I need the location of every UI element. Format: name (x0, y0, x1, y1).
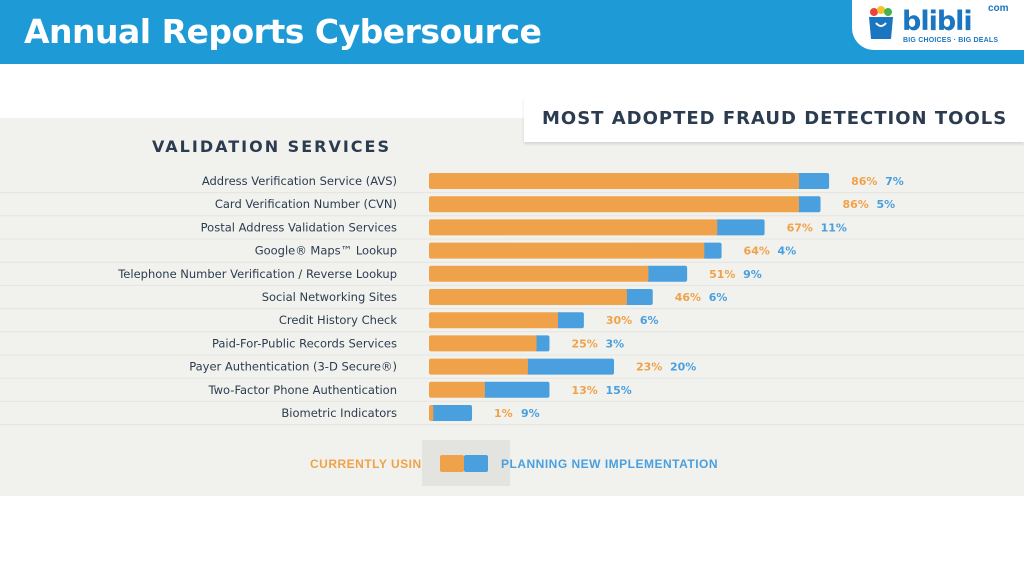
value-label-current: 13% (571, 384, 597, 397)
bar-current (429, 219, 718, 236)
legend-current-label: CURRENTLY USING (310, 457, 432, 471)
category-label: Biometric Indicators (281, 406, 397, 420)
value-label-current: 51% (709, 268, 735, 281)
legend-swatch-current (440, 455, 464, 472)
value-label-planning: 4% (778, 245, 797, 258)
bar-current (429, 312, 559, 329)
value-label-planning: 5% (877, 198, 896, 211)
bar-planning (797, 196, 821, 213)
bar-planning (797, 173, 830, 189)
category-label: Two-Factor Phone Authentication (208, 383, 397, 397)
slide-title: Annual Reports Cybersource (24, 12, 542, 51)
bar-current (429, 335, 537, 352)
bar-planning (431, 405, 473, 421)
bar-planning (702, 242, 722, 259)
category-label: Address Verification Service (AVS) (202, 174, 397, 188)
category-label: Social Networking Sites (262, 290, 397, 304)
bar-current (429, 289, 627, 305)
bar-planning (525, 358, 614, 375)
value-label-planning: 9% (521, 407, 540, 420)
chart-title: MOST ADOPTED FRAUD DETECTION TOOLS (542, 108, 1008, 129)
logo-tagline: BIG CHOICES · BIG DEALS (903, 37, 999, 44)
category-label: Telephone Number Verification / Reverse … (117, 267, 397, 281)
value-label-current: 23% (636, 361, 662, 374)
value-label-planning: 6% (640, 314, 659, 327)
bar-current (429, 196, 799, 213)
category-label: Payer Authentication (3-D Secure®) (189, 360, 397, 374)
bar-current (429, 405, 434, 421)
value-label-planning: 20% (670, 361, 696, 374)
category-label: Credit History Check (279, 313, 398, 327)
category-label: Card Verification Number (CVN) (215, 197, 397, 211)
bar-current (429, 381, 485, 398)
value-label-current: 86% (843, 198, 869, 211)
category-label: Paid-For-Public Records Services (212, 336, 397, 350)
brand-logo[interactable]: blibli com BIG CHOICES · BIG DEALS (852, 0, 1024, 50)
category-label: Postal Address Validation Services (201, 220, 397, 234)
value-label-current: 30% (606, 314, 632, 327)
logo-suffix: com (988, 3, 1009, 14)
value-label-planning: 15% (605, 384, 631, 397)
value-label-current: 67% (787, 221, 813, 234)
bar-planning (715, 219, 765, 236)
value-label-current: 1% (494, 407, 513, 420)
logo-wordmark: blibli (902, 6, 973, 37)
bar-current (429, 242, 705, 259)
bar-planning (482, 381, 550, 398)
value-label-current: 25% (571, 337, 597, 350)
value-label-current: 86% (851, 175, 877, 188)
value-label-planning: 6% (709, 291, 728, 304)
value-label-planning: 7% (885, 175, 904, 188)
value-label-planning: 9% (743, 268, 762, 281)
bar-current (429, 358, 528, 375)
bar-current (429, 265, 649, 282)
bar-planning (556, 312, 584, 329)
shopping-bag-icon (869, 6, 893, 39)
legend-swatch-planning (464, 455, 488, 472)
bar-planning (624, 289, 653, 305)
bar-current (429, 173, 799, 189)
section-heading: VALIDATION SERVICES (152, 137, 391, 156)
bar-planning (646, 265, 688, 282)
chart-title-card: MOST ADOPTED FRAUD DETECTION TOOLS (524, 97, 1024, 142)
value-label-planning: 3% (605, 337, 624, 350)
value-label-current: 46% (675, 291, 701, 304)
category-label: Google® Maps™ Lookup (255, 244, 397, 258)
slide-header: Annual Reports Cybersource blibli com BI… (0, 0, 1024, 64)
bar-planning (534, 335, 550, 352)
value-label-current: 64% (744, 245, 770, 258)
value-label-planning: 11% (821, 221, 847, 234)
legend-planning-label: PLANNING NEW IMPLEMENTATION (501, 457, 719, 471)
